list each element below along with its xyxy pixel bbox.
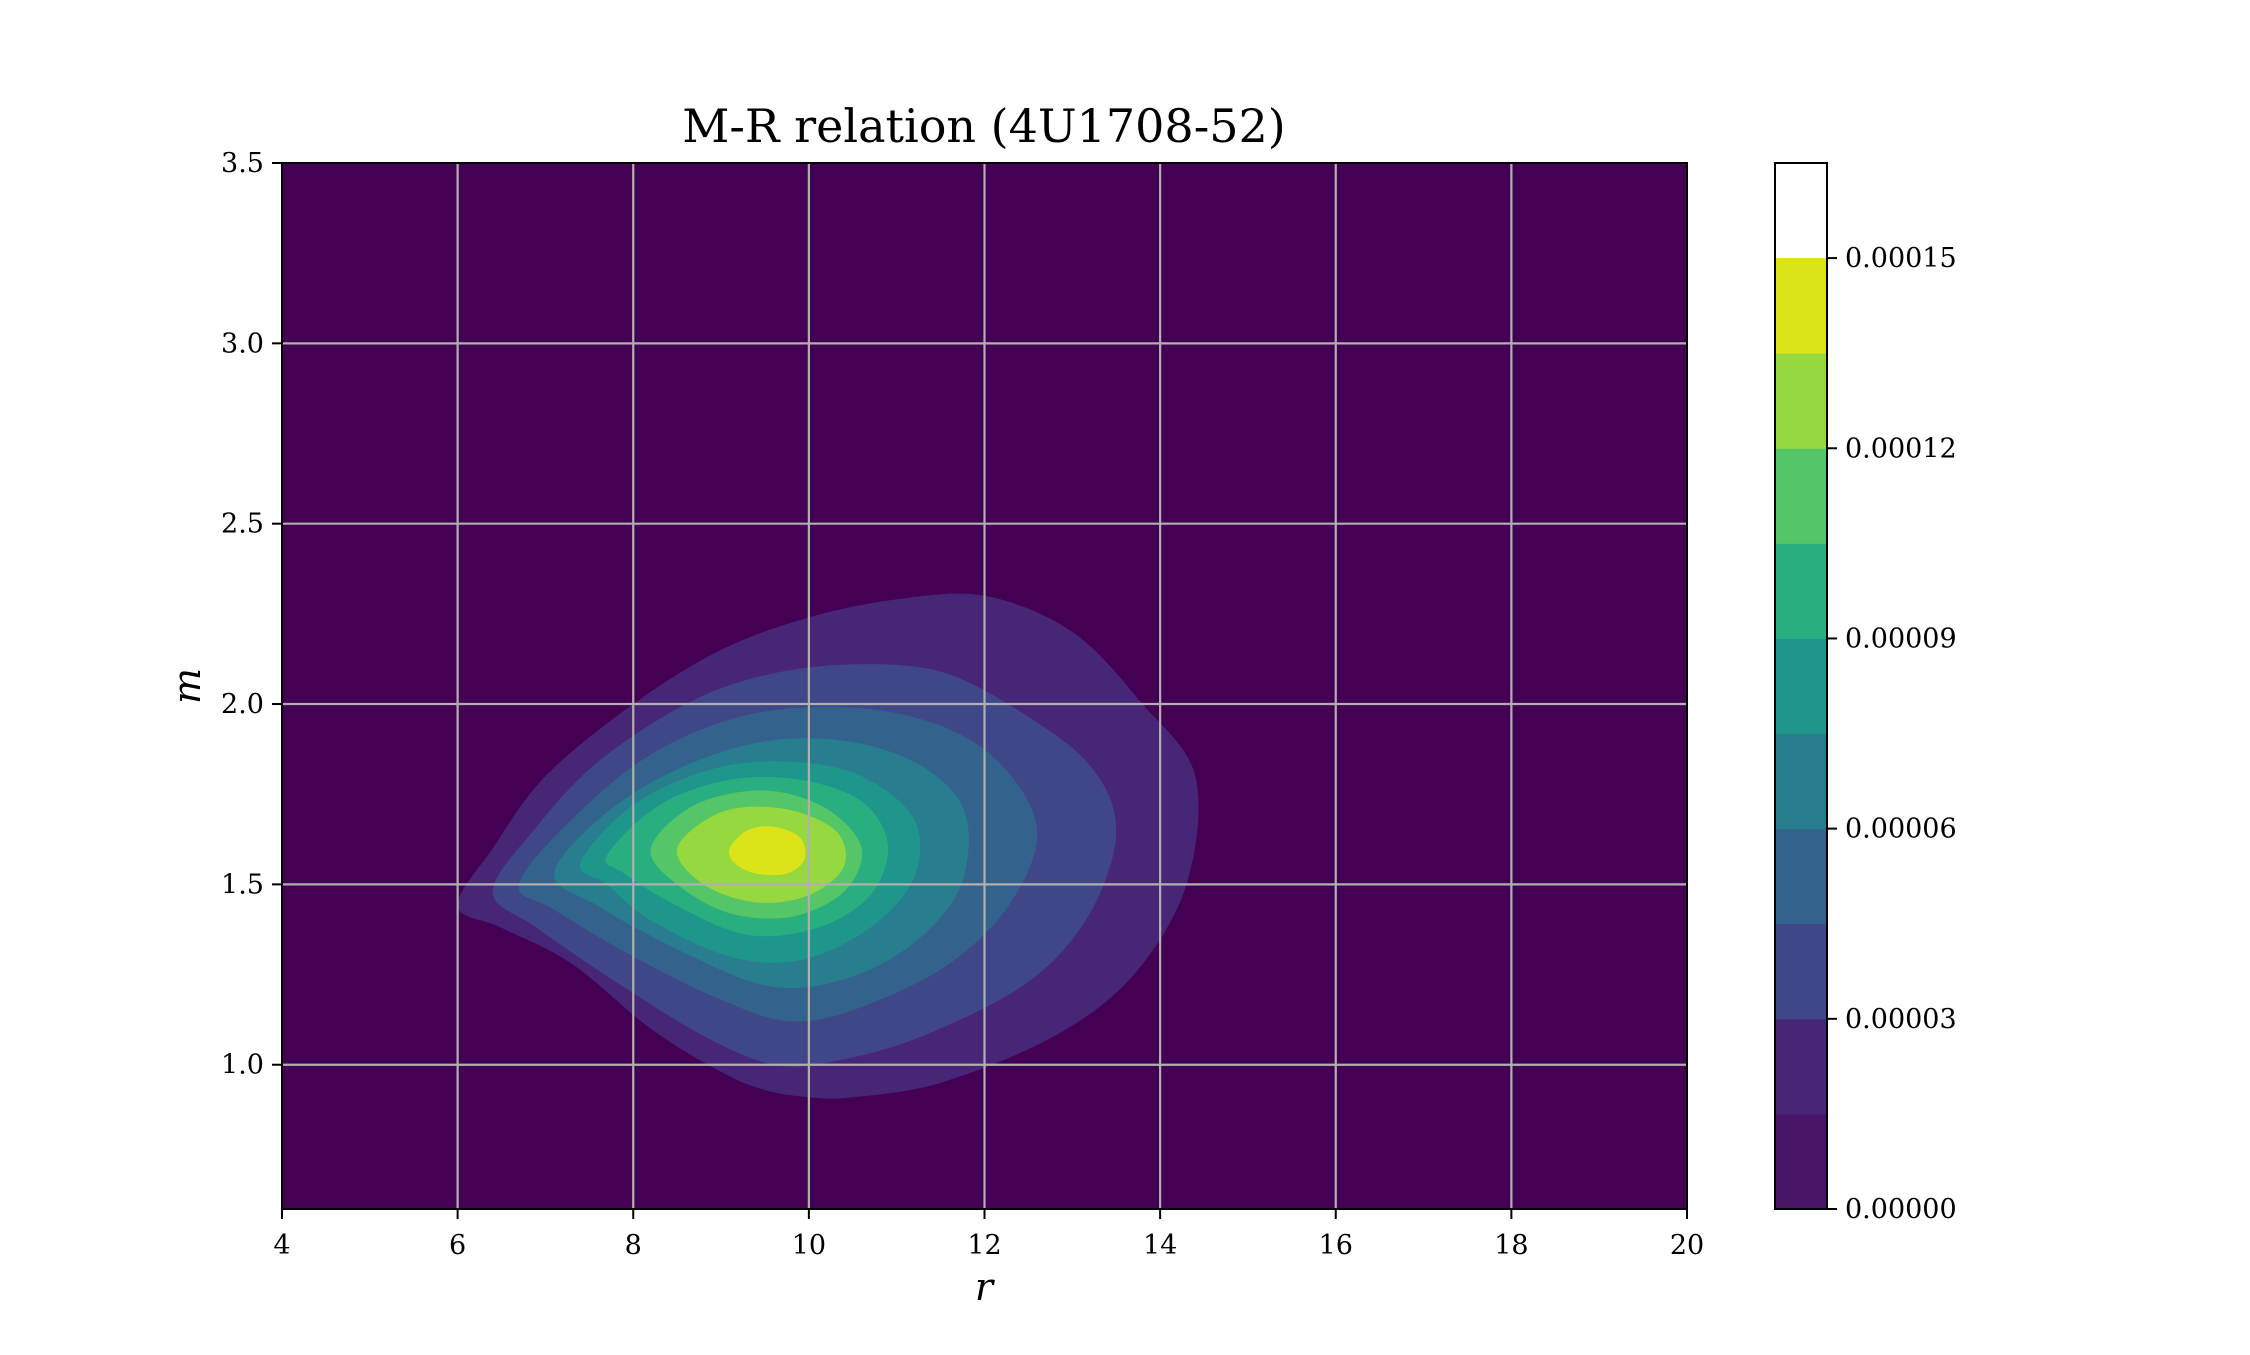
contour-band-9	[728, 826, 806, 876]
colorbar-tick-label: 0.00006	[1845, 814, 1957, 845]
y-tick-label: 2.0	[221, 689, 264, 720]
x-tick-label: 16	[1319, 1230, 1353, 1261]
colorbar-swatch	[1775, 638, 1827, 735]
colorbar-tick-label: 0.00000	[1845, 1194, 1957, 1225]
y-axis-label: m	[165, 668, 209, 704]
y-tick-label: 1.0	[221, 1050, 264, 1081]
x-tick-label: 8	[625, 1230, 642, 1261]
x-tick-label: 18	[1494, 1230, 1528, 1261]
grid-lines	[282, 163, 1687, 1209]
colorbar-swatch	[1775, 1018, 1827, 1115]
colorbar: 0.00000 0.00003 0.00006 0.00009 0.00012 0.000…	[1774, 162, 1957, 1225]
colorbar-tick-label: 0.00012	[1845, 433, 1957, 464]
y-tick-label: 2.5	[221, 509, 264, 540]
x-axis: 4 6 8 10 12 14 16 18 20	[273, 1209, 1704, 1261]
x-tick-label: 14	[1143, 1230, 1177, 1261]
colorbar-swatch	[1775, 543, 1827, 639]
y-axis: 1.0 1.5 2.0 2.5 3.0 3.5	[221, 148, 282, 1081]
y-tick-label: 3.5	[221, 148, 264, 179]
colorbar-swatch	[1775, 828, 1827, 925]
x-tick-label: 6	[449, 1230, 466, 1261]
colorbar-swatch	[1775, 258, 1827, 354]
colorbar-tick-label: 0.00015	[1845, 243, 1957, 274]
colorbar-swatch	[1775, 733, 1827, 830]
colorbar-swatch	[1775, 923, 1827, 1020]
colorbar-frame	[1774, 162, 1828, 1210]
colorbar-swatch	[1775, 448, 1827, 544]
colorbar-tick-label: 0.00009	[1845, 623, 1957, 654]
x-tick-label: 4	[273, 1230, 290, 1261]
x-axis-label: r	[975, 1265, 996, 1309]
x-tick-label: 10	[792, 1230, 826, 1261]
x-tick-label: 12	[967, 1230, 1001, 1261]
chart-title: M-R relation (4U1708-52)	[682, 99, 1285, 153]
colorbar-swatch	[1775, 353, 1827, 449]
colorbar-tick-label: 0.00003	[1845, 1004, 1957, 1035]
y-tick-label: 3.0	[221, 328, 264, 359]
x-tick-label: 20	[1670, 1230, 1704, 1261]
y-tick-label: 1.5	[221, 869, 264, 900]
colorbar-swatch	[1775, 1113, 1827, 1210]
